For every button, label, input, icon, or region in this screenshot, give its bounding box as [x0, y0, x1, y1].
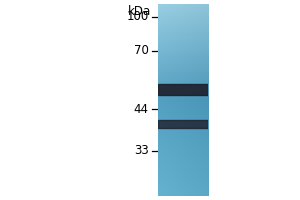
- Text: 100: 100: [126, 10, 148, 23]
- Bar: [158, 84, 208, 95]
- Text: 70: 70: [134, 45, 148, 58]
- Text: 44: 44: [134, 103, 148, 116]
- Text: kDa: kDa: [128, 5, 152, 18]
- Bar: [158, 120, 208, 128]
- Text: 33: 33: [134, 144, 148, 158]
